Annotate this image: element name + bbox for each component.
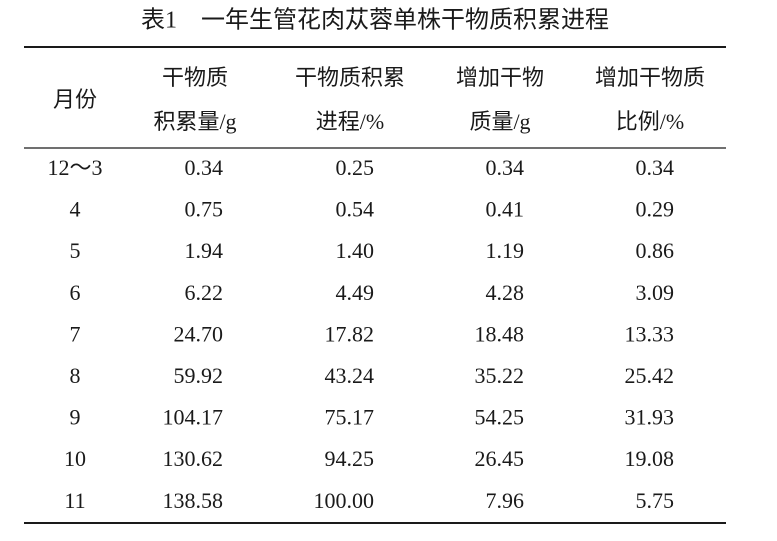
value-cell: 0.41 [486, 197, 525, 222]
month-cell: 10 [64, 446, 86, 471]
value-cell: 26.45 [475, 446, 525, 471]
column-header: 干物质 [162, 65, 228, 90]
value-cell: 5.75 [636, 488, 675, 513]
column-header: 月份 [53, 87, 97, 112]
value-cell: 104.17 [163, 405, 224, 430]
value-cell: 4.49 [336, 280, 375, 305]
month-cell: 5 [70, 238, 81, 263]
value-cell: 0.86 [636, 238, 675, 263]
value-cell: 1.19 [486, 238, 525, 263]
value-cell: 19.08 [625, 446, 675, 471]
value-cell: 24.70 [174, 321, 224, 346]
table-title: 表1 一年生管花肉苁蓉单株干物质积累进程 [141, 7, 609, 34]
value-cell: 0.34 [636, 155, 675, 180]
value-cell: 31.93 [625, 405, 675, 430]
column-header: 积累量/g [153, 109, 236, 134]
value-cell: 138.58 [163, 488, 224, 513]
value-cell: 1.94 [185, 238, 224, 263]
month-cell: 7 [70, 321, 81, 346]
value-cell: 6.22 [185, 280, 224, 305]
value-cell: 100.00 [314, 488, 375, 513]
month-cell: 9 [70, 405, 81, 430]
month-cell: 8 [70, 363, 81, 388]
value-cell: 17.82 [325, 321, 375, 346]
value-cell: 35.22 [475, 363, 525, 388]
month-cell: 6 [70, 280, 81, 305]
column-header: 进程/% [316, 109, 384, 134]
month-cell: 11 [64, 488, 85, 513]
value-cell: 18.48 [475, 321, 525, 346]
column-header: 增加干物 [456, 65, 544, 90]
column-header: 增加干物质 [595, 65, 705, 90]
column-header: 比例/% [616, 109, 684, 134]
value-cell: 94.25 [325, 446, 375, 471]
value-cell: 130.62 [163, 446, 224, 471]
value-cell: 0.75 [185, 197, 224, 222]
month-cell: 12～3 [47, 155, 102, 180]
value-cell: 59.92 [174, 363, 224, 388]
value-cell: 0.25 [336, 155, 375, 180]
column-header: 干物质积累 [295, 65, 405, 90]
value-cell: 0.29 [636, 197, 675, 222]
value-cell: 0.54 [336, 197, 375, 222]
value-cell: 25.42 [625, 363, 675, 388]
column-header: 质量/g [469, 109, 530, 134]
month-cell: 4 [70, 197, 81, 222]
value-cell: 0.34 [185, 155, 224, 180]
value-cell: 3.09 [636, 280, 675, 305]
value-cell: 43.24 [325, 363, 375, 388]
value-cell: 0.34 [486, 155, 525, 180]
value-cell: 4.28 [486, 280, 525, 305]
value-cell: 7.96 [486, 488, 525, 513]
value-cell: 75.17 [325, 405, 375, 430]
value-cell: 1.40 [336, 238, 375, 263]
value-cell: 54.25 [475, 405, 525, 430]
value-cell: 13.33 [625, 321, 675, 346]
